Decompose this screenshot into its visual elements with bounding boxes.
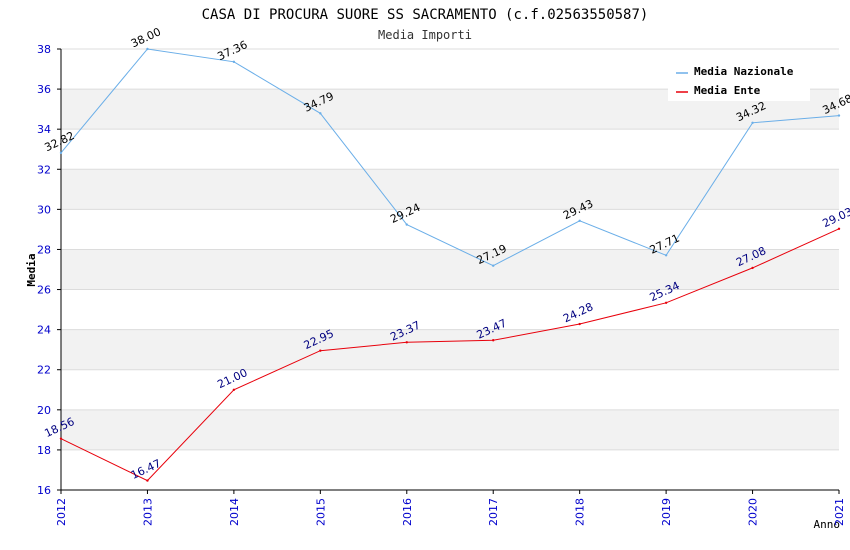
- data-point-media-nazionale: [751, 121, 754, 124]
- data-point-media-ente: [405, 341, 408, 344]
- chart-title: CASA DI PROCURA SUORE SS SACRAMENTO (c.f…: [202, 7, 649, 23]
- data-point-media-ente: [59, 437, 63, 440]
- y-tick-label: 26: [37, 284, 51, 297]
- legend-background: [668, 60, 810, 101]
- y-tick-label: 36: [37, 83, 51, 96]
- x-tick-label: 2019: [660, 498, 673, 526]
- plot-background-bands: [61, 89, 839, 450]
- data-point-media-nazionale: [578, 219, 581, 222]
- series-lines: [59, 47, 841, 482]
- data-point-media-ente: [146, 479, 149, 482]
- y-tick-label: 32: [37, 163, 51, 176]
- y-tick-label: 30: [37, 203, 51, 216]
- axes: [60, 49, 839, 491]
- y-tick-label: 20: [37, 404, 51, 417]
- y-tick-label: 22: [37, 364, 51, 377]
- x-tick-label: 2020: [747, 498, 760, 526]
- data-point-media-ente: [578, 322, 581, 326]
- data-point-media-nazionale: [319, 112, 322, 115]
- legend: Media Nazionale Media Ente: [668, 60, 810, 101]
- data-point-media-nazionale: [146, 47, 149, 51]
- y-tick-label: 38: [37, 43, 51, 56]
- x-axis-title: Anno: [814, 518, 841, 531]
- legend-label-media-ente: Media Ente: [694, 84, 761, 97]
- data-label-media-ente: 16.47: [129, 457, 163, 482]
- y-tick-label: 28: [37, 243, 51, 256]
- series-line-media-nazionale: [60, 48, 840, 267]
- y-tick-label: 24: [37, 324, 51, 337]
- data-point-media-ente: [319, 349, 322, 352]
- data-point-media-nazionale: [837, 114, 841, 117]
- grid-band: [61, 249, 839, 290]
- data-point-media-nazionale: [405, 223, 408, 226]
- series-line-media-ente: [60, 228, 840, 482]
- legend-label-media-nazionale: Media Nazionale: [694, 65, 794, 78]
- x-tick-label: 2018: [574, 498, 587, 526]
- x-tick-label: 2014: [228, 498, 241, 526]
- x-axis-ticks: 2012 2013 2014 2015 2016 2017 2018 2019 2020 2021: [55, 490, 846, 526]
- y-axis-ticks: 16 18 20 22 24 26 28 30 32 34 36 38: [37, 43, 61, 497]
- y-axis-title: Media: [25, 253, 38, 286]
- data-point-media-nazionale: [232, 60, 236, 64]
- grid-band: [61, 169, 839, 210]
- data-point-media-nazionale: [664, 254, 668, 257]
- y-tick-label: 18: [37, 444, 51, 457]
- x-tick-label: 2013: [141, 498, 154, 526]
- data-label-media-nazionale: 38.00: [129, 25, 163, 50]
- data-point-media-nazionale: [59, 151, 63, 155]
- data-point-media-ente: [751, 266, 754, 270]
- x-tick-label: 2017: [487, 498, 500, 526]
- x-tick-label: 2021: [833, 498, 846, 526]
- y-tick-label: 16: [37, 484, 51, 497]
- grid-band: [61, 409, 839, 450]
- grid-band: [61, 329, 839, 370]
- x-tick-label: 2015: [314, 498, 327, 526]
- data-point-media-nazionale: [492, 264, 495, 267]
- data-point-media-ente: [232, 388, 236, 391]
- x-tick-label: 2016: [401, 498, 414, 526]
- data-point-media-ente: [837, 227, 841, 231]
- chart-subtitle: Media Importi: [378, 28, 472, 42]
- x-tick-label: 2012: [55, 498, 68, 526]
- data-point-media-ente: [664, 301, 668, 304]
- data-label-media-nazionale: 37.36: [215, 38, 249, 63]
- y-tick-label: 34: [37, 123, 51, 136]
- data-point-media-ente: [492, 339, 495, 342]
